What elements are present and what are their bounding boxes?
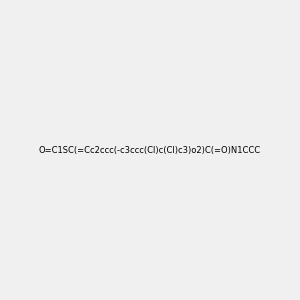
Text: O=C1SC(=Cc2ccc(-c3ccc(Cl)c(Cl)c3)o2)C(=O)N1CCC: O=C1SC(=Cc2ccc(-c3ccc(Cl)c(Cl)c3)o2)C(=O… bbox=[39, 146, 261, 154]
